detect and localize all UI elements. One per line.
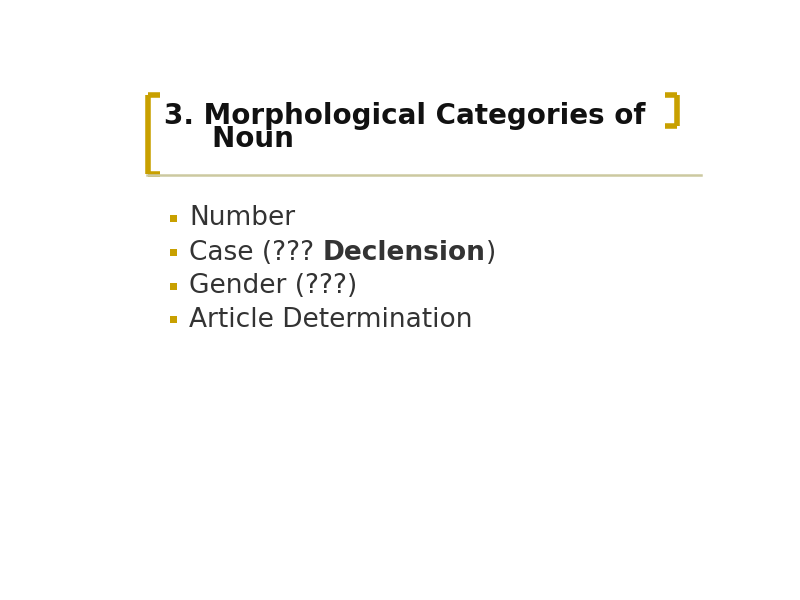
FancyBboxPatch shape (170, 250, 177, 256)
FancyBboxPatch shape (170, 316, 177, 323)
FancyBboxPatch shape (170, 215, 177, 222)
Text: 3. Morphological Categories of: 3. Morphological Categories of (163, 102, 645, 130)
Text: Article Determination: Article Determination (189, 307, 473, 333)
Text: Gender (???): Gender (???) (189, 273, 358, 299)
Text: Declension: Declension (322, 240, 486, 266)
Text: Case (???: Case (??? (189, 240, 322, 266)
Text: Noun: Noun (163, 125, 294, 153)
FancyBboxPatch shape (170, 283, 177, 290)
Text: ): ) (486, 240, 496, 266)
Text: Number: Number (189, 205, 295, 231)
